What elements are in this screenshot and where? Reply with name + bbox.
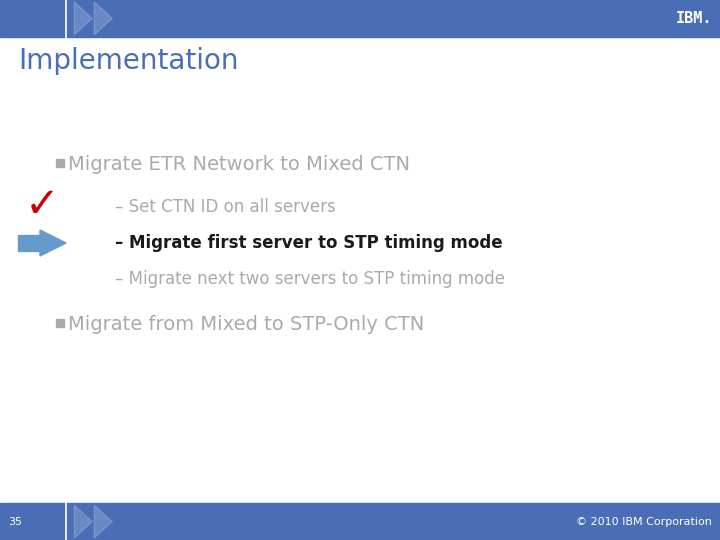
Text: Implementation: Implementation (18, 47, 238, 75)
Text: © 2010 IBM Corporation: © 2010 IBM Corporation (576, 517, 712, 526)
Bar (18, 235, 40, 251)
Bar (56, 319, 64, 327)
Bar (0, 503, 720, 540)
Polygon shape (94, 2, 112, 35)
Text: 35: 35 (8, 517, 22, 526)
Text: – Set CTN ID on all servers: – Set CTN ID on all servers (115, 198, 336, 216)
Polygon shape (74, 2, 92, 35)
Text: Migrate from Mixed to STP-Only CTN: Migrate from Mixed to STP-Only CTN (68, 315, 424, 334)
Bar (0, 0, 720, 37)
Bar (56, 159, 64, 167)
Text: IBM.: IBM. (675, 11, 712, 26)
Polygon shape (40, 230, 66, 256)
Polygon shape (94, 505, 112, 538)
Polygon shape (74, 505, 92, 538)
Text: Migrate ETR Network to Mixed CTN: Migrate ETR Network to Mixed CTN (68, 156, 410, 174)
Text: – Migrate first server to STP timing mode: – Migrate first server to STP timing mod… (115, 234, 503, 252)
Text: ✓: ✓ (24, 184, 60, 226)
Text: – Migrate next two servers to STP timing mode: – Migrate next two servers to STP timing… (115, 270, 505, 288)
